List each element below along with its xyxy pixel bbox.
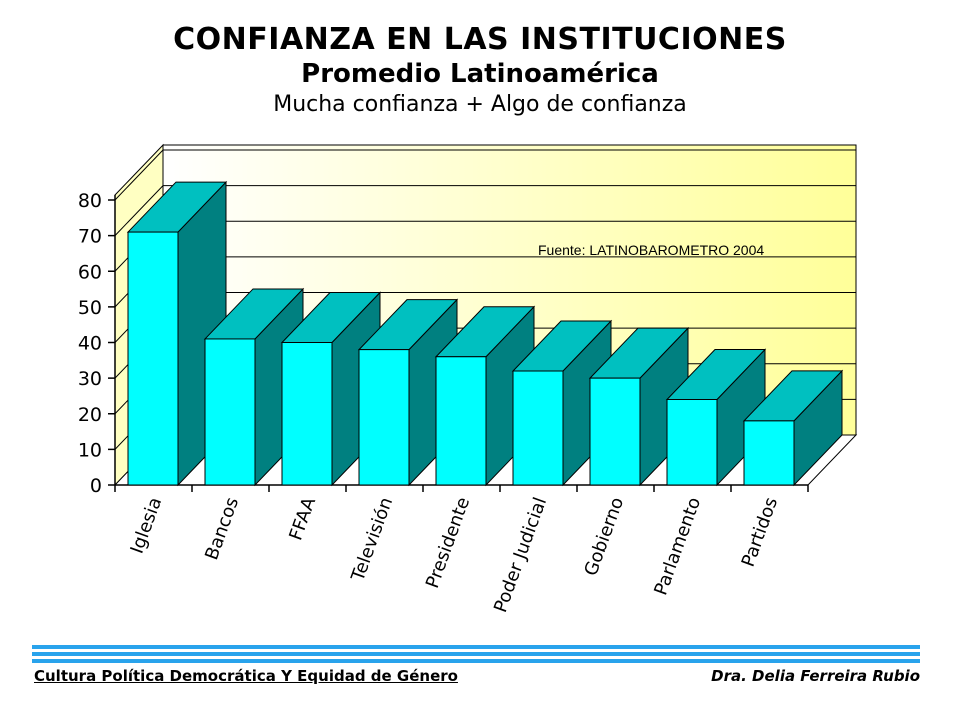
- footer-left: Cultura Política Democrática Y Equidad d…: [34, 667, 458, 685]
- y-tick-label: 0: [90, 475, 102, 497]
- bar-front: [743, 420, 795, 486]
- bar-front: [358, 349, 410, 486]
- category-label: Parlamento: [650, 495, 705, 599]
- footer-divider: [32, 645, 920, 666]
- source-annotation: Fuente: LATINOBAROMETRO 2004: [538, 242, 764, 258]
- title-block: CONFIANZA EN LAS INSTITUCIONES Promedio …: [0, 22, 960, 120]
- category-label: Gobierno: [580, 495, 628, 579]
- bar: [357, 298, 459, 487]
- chart-subtitle-2: Mucha confianza + Algo de confianza: [273, 92, 687, 117]
- labels: Iglesia Bancos FFAA Televisión Presidente Pod…: [127, 494, 783, 615]
- bar: [434, 305, 536, 487]
- y-tick-label: 10: [78, 439, 102, 461]
- chart-subtitle: Promedio Latinoamérica: [301, 59, 659, 89]
- bar: [588, 326, 690, 487]
- category-label: Partidos: [738, 495, 782, 570]
- bar-chart: 0 10 20 30 40 50 60 70 80 Iglesia Bancos FFAA Telev…: [78, 143, 858, 615]
- category-label: FFAA: [285, 494, 320, 543]
- y-tick-label: 70: [78, 226, 102, 248]
- bar-front: [204, 338, 256, 486]
- category-label: Televisión: [347, 495, 397, 585]
- category-label: Bancos: [201, 495, 243, 563]
- y-tick-label: 60: [78, 261, 102, 283]
- bar: [742, 369, 844, 487]
- bar: [126, 180, 228, 487]
- gridline: [114, 185, 856, 236]
- gridline: [114, 149, 856, 201]
- y-tick-label: 80: [78, 190, 102, 212]
- bar-front: [589, 377, 641, 486]
- bars: [126, 180, 844, 487]
- category-label: Presidente: [422, 495, 474, 591]
- bar-front: [281, 342, 333, 486]
- y-tick-label: 40: [78, 333, 102, 355]
- y-tick-label: 50: [78, 297, 102, 319]
- y-tick-label: 20: [78, 404, 102, 426]
- bar: [665, 348, 767, 487]
- bar-front: [435, 356, 487, 486]
- category-label: Poder Judicial: [490, 495, 551, 616]
- y-tick-label: 30: [78, 368, 102, 390]
- chart-title: CONFIANZA EN LAS INSTITUCIONES: [173, 22, 787, 57]
- footer-right: Dra. Delia Ferreira Rubio: [711, 667, 920, 685]
- bar-front: [127, 231, 179, 486]
- category-label: Iglesia: [127, 495, 167, 557]
- bar-front: [512, 370, 564, 486]
- bar-front: [666, 399, 718, 486]
